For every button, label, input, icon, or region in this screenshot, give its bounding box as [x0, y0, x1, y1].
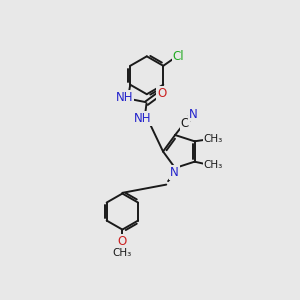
Text: NH: NH — [134, 112, 151, 125]
Text: CH₃: CH₃ — [204, 160, 223, 170]
Text: Cl: Cl — [172, 50, 184, 63]
Text: C: C — [181, 117, 189, 130]
Text: O: O — [118, 235, 127, 248]
Text: CH₃: CH₃ — [204, 134, 223, 144]
Text: NH: NH — [116, 91, 133, 104]
Text: N: N — [189, 107, 198, 121]
Text: CH₃: CH₃ — [113, 248, 132, 258]
Text: O: O — [157, 87, 167, 100]
Text: N: N — [170, 166, 179, 179]
